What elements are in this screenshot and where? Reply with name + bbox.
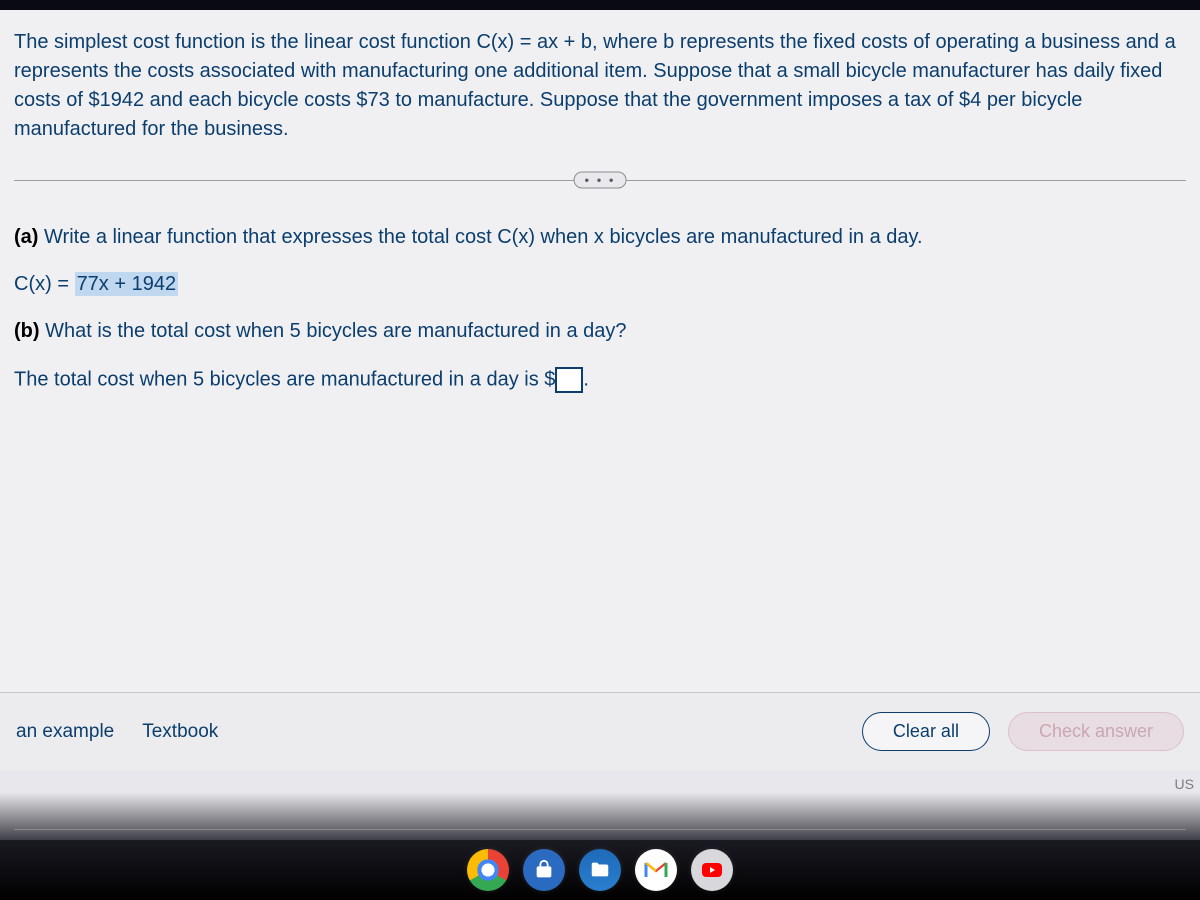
gmail-icon[interactable] [635,849,677,891]
part-b-before: The total cost when 5 bicycles are manuf… [14,368,555,390]
os-taskbar [0,840,1200,900]
part-b-question: (b) What is the total cost when 5 bicycl… [14,320,1180,343]
store-icon[interactable] [523,849,565,891]
part-b-label: (b) [14,320,40,342]
part-a-label: (a) [14,226,38,248]
view-example-link[interactable]: an example [16,721,114,743]
part-b-text: What is the total cost when 5 bicycles a… [45,320,626,342]
part-b-after: . [583,368,589,390]
check-answer-button: Check answer [1008,712,1184,751]
chrome-icon[interactable] [467,849,509,891]
part-a-prefix: C(x) = [14,273,75,295]
section-divider: • • • [14,170,1186,190]
part-a-answer-line: C(x) = 77x + 1942 [14,273,1180,296]
dots-icon: • • • [585,173,616,188]
youtube-icon[interactable] [691,849,733,891]
window-edge [14,829,1186,830]
clear-all-button[interactable]: Clear all [862,712,990,751]
part-a-text: Write a linear function that expresses t… [44,226,923,248]
region-stub: US [1175,776,1194,792]
files-icon[interactable] [579,849,621,891]
textbook-link[interactable]: Textbook [142,721,218,743]
part-a-answer[interactable]: 77x + 1942 [75,272,179,296]
part-a-question: (a) Write a linear function that express… [14,226,1180,249]
problem-text: The simplest cost function is the linear… [14,31,1176,140]
part-b-input[interactable] [555,367,583,393]
action-footer: an example Textbook Clear all Check answ… [0,692,1200,770]
problem-statement: The simplest cost function is the linear… [0,10,1200,170]
collapse-toggle[interactable]: • • • [574,172,627,189]
part-b-prompt: The total cost when 5 bicycles are manuf… [14,367,1180,393]
